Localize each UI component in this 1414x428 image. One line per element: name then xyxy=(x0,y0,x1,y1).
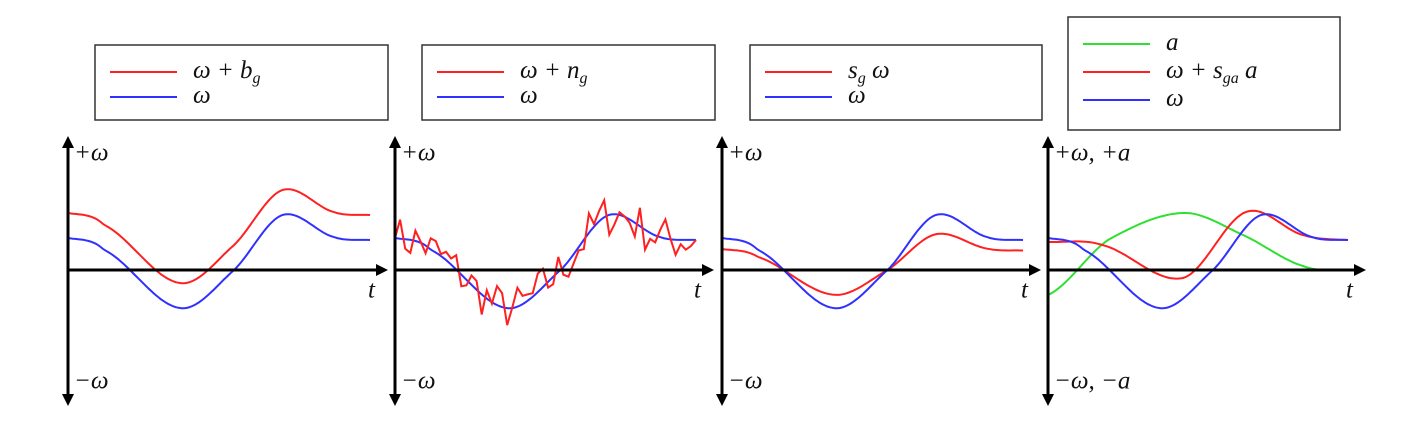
y-bottom-label: −ω xyxy=(74,368,109,395)
legend-label: ω + bg xyxy=(193,57,261,87)
y-bottom-label: −ω xyxy=(401,368,436,395)
legend-subscript: g xyxy=(858,70,866,87)
legend-text: ω xyxy=(1166,85,1184,112)
y-top-label: +ω xyxy=(728,140,763,167)
legend-label: ω xyxy=(193,82,211,109)
curve xyxy=(1047,212,1349,296)
curve xyxy=(67,213,371,310)
curve xyxy=(721,232,1023,296)
x-axis-label: t xyxy=(1346,277,1354,304)
y-bottom-label: −ω xyxy=(728,368,763,395)
x-axis-label: t xyxy=(368,277,376,304)
curve xyxy=(67,188,371,285)
legend-label: sg ω xyxy=(848,57,890,87)
legend-text: ω xyxy=(866,57,890,84)
curve xyxy=(394,213,697,310)
curve xyxy=(1047,213,1349,310)
legend-box xyxy=(1067,16,1341,131)
y-top-label: +ω xyxy=(74,140,109,167)
y-top-label: +ω, +a xyxy=(1054,140,1130,167)
legend-text: a xyxy=(1166,29,1179,56)
legend-text: ω xyxy=(520,82,538,109)
legend-label: ω xyxy=(848,82,866,109)
legend-subscript: g xyxy=(580,70,588,87)
legend-label: ω xyxy=(520,82,538,109)
legend-text: ω xyxy=(848,82,866,109)
legend-text: ω + s xyxy=(1166,57,1223,84)
x-axis-label: t xyxy=(694,277,702,304)
legend-text: ω xyxy=(193,82,211,109)
legend-box xyxy=(749,44,1043,121)
legend-label: ω + ng xyxy=(520,57,588,87)
curve xyxy=(1048,209,1349,280)
legend-box xyxy=(421,44,716,121)
legend-subscript: ga xyxy=(1223,70,1239,87)
legend-text: a xyxy=(1239,57,1258,84)
legend-subscript: g xyxy=(253,70,261,87)
legend-text: ω + b xyxy=(193,57,253,84)
legend-text: ω + n xyxy=(520,57,580,84)
y-bottom-label: −ω, −a xyxy=(1054,368,1130,395)
curve xyxy=(721,213,1024,310)
legend-label: ω xyxy=(1166,85,1184,112)
y-top-label: +ω xyxy=(401,140,436,167)
x-axis-label: t xyxy=(1021,277,1029,304)
noisy-curve xyxy=(394,196,697,326)
legend-label: a xyxy=(1166,29,1179,56)
legend-text: s xyxy=(848,57,858,84)
legend-box xyxy=(94,44,389,121)
legend-label: ω + sga a xyxy=(1166,57,1258,87)
